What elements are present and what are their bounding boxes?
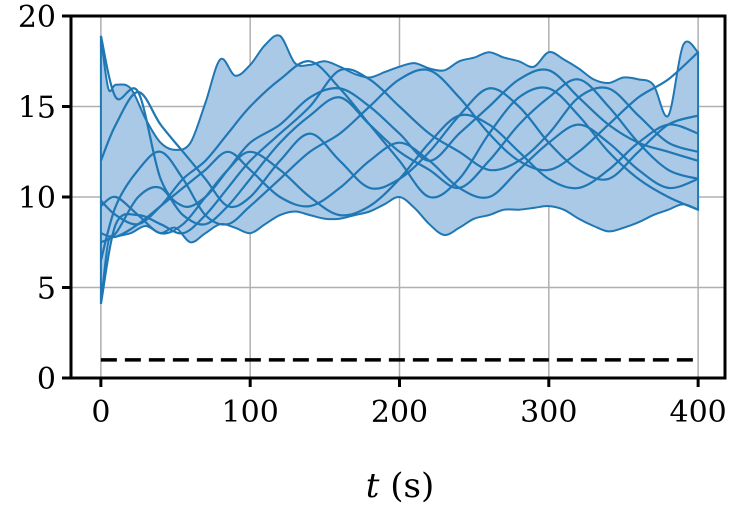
y-tick-label: 20 (18, 0, 56, 35)
range-band (99, 34, 700, 304)
series-lines (99, 35, 699, 305)
y-tick-label: 10 (18, 181, 56, 216)
y-ticks: 0 5 10 15 20 (18, 0, 71, 397)
y-tick-label: 15 (18, 91, 56, 126)
x-tick-label: 0 (91, 395, 110, 430)
x-axis-label: t (s) (366, 466, 434, 506)
y-tick-label: 5 (37, 272, 56, 307)
x-axis-unit: (s) (379, 466, 434, 506)
series-line-7 (99, 51, 699, 261)
x-tick-label: 100 (222, 395, 279, 430)
x-axis-variable: t (366, 466, 380, 506)
x-ticks: 0 100 200 300 400 (91, 378, 727, 430)
x-tick-label: 300 (520, 395, 577, 430)
series-line-4 (100, 113, 699, 235)
x-tick-label: 200 (371, 395, 428, 430)
series-line-2 (99, 87, 699, 209)
x-tick-label: 400 (669, 395, 726, 430)
series-line-8 (100, 123, 699, 239)
y-tick-label: 0 (37, 362, 56, 397)
